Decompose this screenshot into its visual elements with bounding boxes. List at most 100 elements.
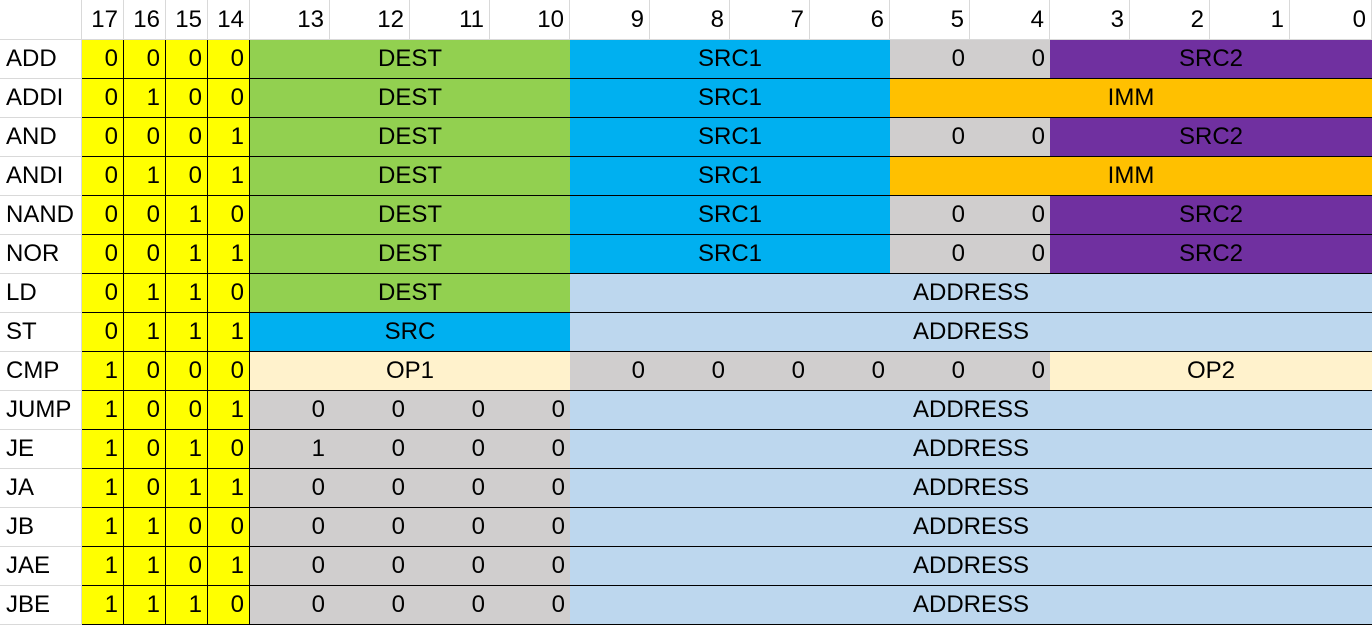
- fixed-bit[interactable]: 0: [330, 469, 410, 508]
- bit-header-15[interactable]: 15: [166, 0, 208, 40]
- fixed-bit[interactable]: 0: [890, 118, 970, 157]
- field-src1[interactable]: SRC1: [570, 118, 890, 157]
- opcode-bit[interactable]: 1: [82, 508, 124, 547]
- opcode-bit[interactable]: 1: [166, 586, 208, 625]
- bit-header-3[interactable]: 3: [1050, 0, 1130, 40]
- opcode-bit[interactable]: 1: [82, 391, 124, 430]
- field-src1[interactable]: SRC1: [570, 40, 890, 79]
- bit-header-5[interactable]: 5: [890, 0, 970, 40]
- fixed-bit[interactable]: 0: [890, 196, 970, 235]
- opcode-bit[interactable]: 1: [166, 469, 208, 508]
- opcode-bit[interactable]: 1: [208, 391, 250, 430]
- opcode-bit[interactable]: 1: [124, 586, 166, 625]
- bit-header-6[interactable]: 6: [810, 0, 890, 40]
- field-src2[interactable]: SRC2: [1050, 40, 1372, 79]
- opcode-bit[interactable]: 0: [166, 352, 208, 391]
- opcode-bit[interactable]: 0: [82, 157, 124, 196]
- row-name-cmp[interactable]: CMP: [0, 352, 82, 391]
- row-name-addi[interactable]: ADDI: [0, 79, 82, 118]
- fixed-bit[interactable]: 0: [410, 430, 490, 469]
- field-src[interactable]: SRC: [250, 313, 570, 352]
- opcode-bit[interactable]: 1: [82, 547, 124, 586]
- field-src2[interactable]: SRC2: [1050, 235, 1372, 274]
- opcode-bit[interactable]: 0: [124, 469, 166, 508]
- opcode-bit[interactable]: 0: [124, 118, 166, 157]
- opcode-bit[interactable]: 1: [124, 79, 166, 118]
- opcode-bit[interactable]: 0: [166, 118, 208, 157]
- fixed-bit[interactable]: 0: [250, 469, 330, 508]
- field-imm[interactable]: IMM: [890, 79, 1372, 118]
- bit-header-16[interactable]: 16: [124, 0, 166, 40]
- bit-header-12[interactable]: 12: [330, 0, 410, 40]
- opcode-bit[interactable]: 1: [208, 118, 250, 157]
- field-dest[interactable]: DEST: [250, 196, 570, 235]
- fixed-bit[interactable]: 0: [970, 235, 1050, 274]
- opcode-bit[interactable]: 0: [208, 352, 250, 391]
- opcode-bit[interactable]: 1: [208, 157, 250, 196]
- fixed-bit[interactable]: 0: [890, 235, 970, 274]
- opcode-bit[interactable]: 1: [166, 274, 208, 313]
- fixed-bit[interactable]: 0: [410, 586, 490, 625]
- field-src1[interactable]: SRC1: [570, 196, 890, 235]
- opcode-bit[interactable]: 0: [208, 586, 250, 625]
- fixed-bit[interactable]: 0: [890, 40, 970, 79]
- field-address[interactable]: ADDRESS: [570, 508, 1372, 547]
- bit-header-9[interactable]: 9: [570, 0, 650, 40]
- fixed-bit[interactable]: 0: [490, 391, 570, 430]
- opcode-bit[interactable]: 0: [208, 508, 250, 547]
- opcode-bit[interactable]: 0: [82, 196, 124, 235]
- field-op1[interactable]: OP1: [250, 352, 570, 391]
- fixed-bit[interactable]: 0: [570, 352, 650, 391]
- opcode-bit[interactable]: 1: [166, 313, 208, 352]
- fixed-bit[interactable]: 0: [890, 352, 970, 391]
- opcode-bit[interactable]: 0: [208, 274, 250, 313]
- opcode-bit[interactable]: 1: [124, 508, 166, 547]
- opcode-bit[interactable]: 0: [82, 274, 124, 313]
- field-address[interactable]: ADDRESS: [570, 469, 1372, 508]
- field-src1[interactable]: SRC1: [570, 79, 890, 118]
- opcode-bit[interactable]: 1: [166, 196, 208, 235]
- fixed-bit[interactable]: 0: [730, 352, 810, 391]
- fixed-bit[interactable]: 0: [490, 469, 570, 508]
- opcode-bit[interactable]: 1: [82, 352, 124, 391]
- opcode-bit[interactable]: 0: [82, 118, 124, 157]
- bit-header-4[interactable]: 4: [970, 0, 1050, 40]
- opcode-bit[interactable]: 0: [124, 430, 166, 469]
- opcode-bit[interactable]: 0: [166, 391, 208, 430]
- opcode-bit[interactable]: 0: [124, 235, 166, 274]
- fixed-bit[interactable]: 0: [330, 430, 410, 469]
- row-name-nor[interactable]: NOR: [0, 235, 82, 274]
- bit-header-2[interactable]: 2: [1130, 0, 1210, 40]
- opcode-bit[interactable]: 1: [208, 547, 250, 586]
- bit-header-14[interactable]: 14: [208, 0, 250, 40]
- fixed-bit[interactable]: 0: [410, 391, 490, 430]
- opcode-bit[interactable]: 1: [124, 313, 166, 352]
- corner-cell[interactable]: [0, 0, 82, 40]
- opcode-bit[interactable]: 1: [166, 430, 208, 469]
- row-name-jb[interactable]: JB: [0, 508, 82, 547]
- fixed-bit[interactable]: 0: [490, 430, 570, 469]
- row-name-jump[interactable]: JUMP: [0, 391, 82, 430]
- row-name-ld[interactable]: LD: [0, 274, 82, 313]
- fixed-bit[interactable]: 0: [330, 547, 410, 586]
- row-name-je[interactable]: JE: [0, 430, 82, 469]
- opcode-bit[interactable]: 1: [124, 274, 166, 313]
- field-dest[interactable]: DEST: [250, 118, 570, 157]
- opcode-bit[interactable]: 1: [208, 313, 250, 352]
- opcode-bit[interactable]: 1: [82, 469, 124, 508]
- opcode-bit[interactable]: 1: [124, 157, 166, 196]
- opcode-bit[interactable]: 0: [208, 430, 250, 469]
- opcode-bit[interactable]: 0: [82, 79, 124, 118]
- fixed-bit[interactable]: 0: [970, 40, 1050, 79]
- bit-header-1[interactable]: 1: [1210, 0, 1290, 40]
- opcode-bit[interactable]: 1: [124, 547, 166, 586]
- fixed-bit[interactable]: 0: [250, 508, 330, 547]
- bit-header-17[interactable]: 17: [82, 0, 124, 40]
- opcode-bit[interactable]: 0: [208, 79, 250, 118]
- field-address[interactable]: ADDRESS: [570, 274, 1372, 313]
- opcode-bit[interactable]: 0: [208, 40, 250, 79]
- opcode-bit[interactable]: 1: [82, 430, 124, 469]
- fixed-bit[interactable]: 0: [970, 196, 1050, 235]
- fixed-bit[interactable]: 0: [410, 469, 490, 508]
- fixed-bit[interactable]: 0: [410, 547, 490, 586]
